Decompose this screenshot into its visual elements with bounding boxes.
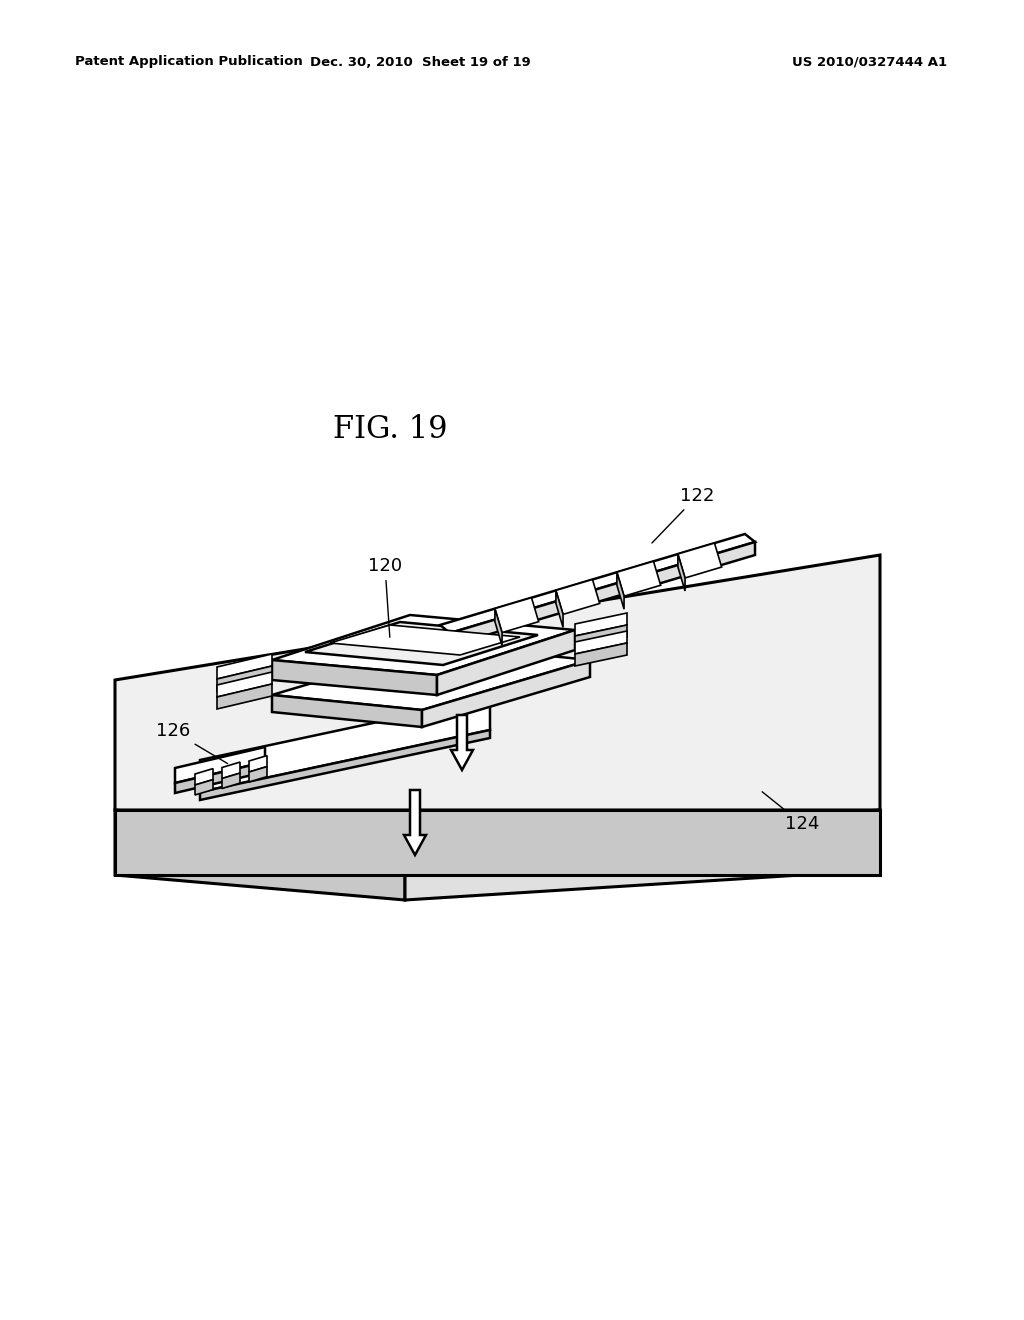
Polygon shape bbox=[272, 615, 575, 675]
Polygon shape bbox=[272, 696, 422, 727]
Polygon shape bbox=[217, 667, 272, 690]
Polygon shape bbox=[678, 543, 722, 578]
Polygon shape bbox=[217, 653, 272, 678]
Polygon shape bbox=[422, 660, 590, 727]
Polygon shape bbox=[575, 631, 627, 653]
Polygon shape bbox=[575, 612, 627, 636]
Polygon shape bbox=[437, 630, 575, 696]
Polygon shape bbox=[249, 755, 267, 772]
Text: 124: 124 bbox=[762, 792, 819, 833]
Polygon shape bbox=[556, 590, 563, 627]
Polygon shape bbox=[575, 624, 627, 648]
Polygon shape bbox=[175, 747, 265, 783]
Polygon shape bbox=[195, 780, 213, 795]
Polygon shape bbox=[495, 598, 539, 632]
Text: US 2010/0327444 A1: US 2010/0327444 A1 bbox=[793, 55, 947, 69]
Polygon shape bbox=[678, 554, 685, 591]
Polygon shape bbox=[249, 767, 267, 781]
Polygon shape bbox=[406, 810, 880, 900]
Polygon shape bbox=[195, 768, 213, 785]
Polygon shape bbox=[272, 645, 590, 710]
Polygon shape bbox=[222, 774, 240, 788]
Text: 120: 120 bbox=[368, 557, 402, 638]
Polygon shape bbox=[330, 624, 520, 655]
Polygon shape bbox=[451, 715, 473, 770]
Polygon shape bbox=[575, 643, 627, 667]
Polygon shape bbox=[404, 789, 426, 855]
Text: 122: 122 bbox=[652, 487, 715, 543]
Polygon shape bbox=[115, 810, 880, 875]
Polygon shape bbox=[200, 730, 490, 800]
Polygon shape bbox=[272, 660, 437, 696]
Polygon shape bbox=[217, 684, 272, 709]
Text: FIG. 19: FIG. 19 bbox=[333, 414, 447, 446]
Text: Patent Application Publication: Patent Application Publication bbox=[75, 55, 303, 69]
Polygon shape bbox=[115, 554, 880, 810]
Polygon shape bbox=[115, 810, 406, 900]
Polygon shape bbox=[556, 579, 600, 614]
Polygon shape bbox=[217, 672, 272, 697]
Polygon shape bbox=[200, 698, 490, 792]
Polygon shape bbox=[175, 762, 265, 793]
Text: Dec. 30, 2010  Sheet 19 of 19: Dec. 30, 2010 Sheet 19 of 19 bbox=[309, 55, 530, 69]
Polygon shape bbox=[616, 561, 660, 597]
Polygon shape bbox=[616, 573, 624, 609]
Polygon shape bbox=[495, 609, 502, 645]
Text: 126: 126 bbox=[156, 722, 227, 763]
Polygon shape bbox=[305, 622, 538, 665]
Polygon shape bbox=[222, 762, 240, 779]
Polygon shape bbox=[440, 634, 450, 645]
Polygon shape bbox=[450, 543, 755, 645]
Polygon shape bbox=[440, 535, 755, 634]
